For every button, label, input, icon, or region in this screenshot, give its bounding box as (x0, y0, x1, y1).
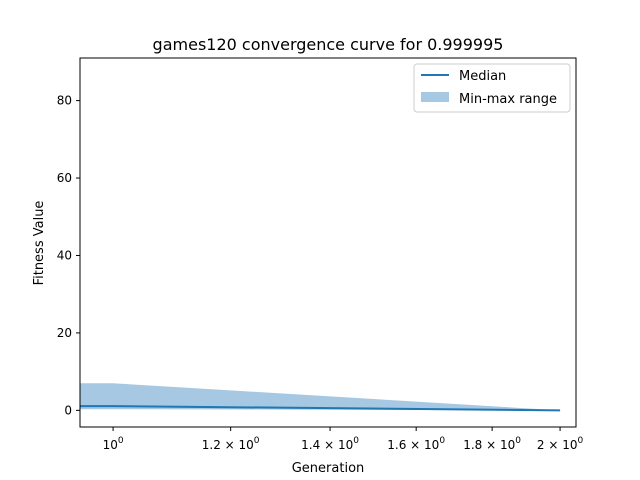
legend-range-label: Min-max range (459, 92, 557, 107)
x-tick-label: 1.8 × 100 (463, 436, 521, 452)
median-line (80, 405, 561, 412)
min-max-band (80, 383, 561, 411)
x-tick-label: 100 (103, 436, 124, 452)
x-tick-label: 1.2 × 100 (202, 436, 260, 452)
chart-title: games120 convergence curve for 0.999995 (153, 35, 504, 54)
y-tick-label: 40 (57, 248, 72, 262)
y-axis-ticks: 0 20 40 60 80 (57, 94, 80, 417)
x-tick-label: 2 × 100 (537, 436, 584, 452)
y-tick-label: 60 (57, 171, 72, 185)
plot-area (80, 383, 561, 412)
x-tick-label: 1.4 × 100 (301, 436, 359, 452)
y-tick-label: 80 (57, 94, 72, 108)
x-tick-label: 1.6 × 100 (387, 436, 445, 452)
x-axis-label: Generation (292, 461, 365, 476)
legend-box (413, 63, 571, 113)
legend-range-swatch (421, 92, 449, 102)
y-axis-label: Fitness Value (32, 201, 47, 286)
y-tick-label: 0 (64, 403, 72, 417)
x-axis-ticks: 100 1.2 × 100 1.4 × 100 1.6 × 100 1.8 × 100 2… (103, 427, 584, 452)
legend-median-label: Median (459, 69, 506, 84)
legend: Median Min-max range (413, 63, 571, 113)
y-tick-label: 20 (57, 326, 72, 340)
plot-frame (79, 57, 577, 428)
